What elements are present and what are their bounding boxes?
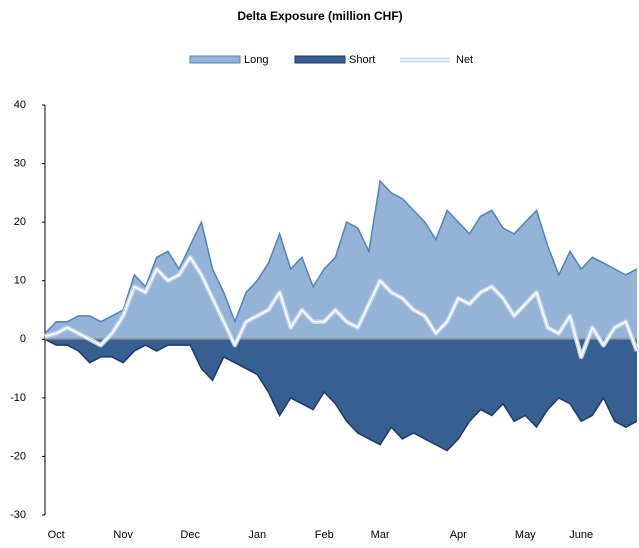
legend-label: Long	[244, 54, 268, 66]
chart-title: Delta Exposure (million CHF)	[237, 9, 402, 23]
y-tick-label: -10	[10, 392, 26, 404]
y-tick-label: -30	[10, 509, 26, 521]
x-tick-label: Jan	[248, 529, 266, 541]
area-edge	[44, 338, 638, 452]
x-tick-label: Feb	[315, 529, 334, 541]
x-tick-label: Oct	[48, 529, 65, 541]
net-line	[44, 256, 638, 358]
y-tick-label: 40	[14, 99, 26, 111]
legend-swatch	[294, 55, 346, 64]
x-tick-label: Apr	[450, 529, 467, 541]
x-tick-label: May	[515, 529, 536, 541]
area-edge	[44, 179, 638, 334]
y-tick-label: -20	[10, 450, 26, 462]
legend-swatch	[189, 55, 241, 64]
legend-label: Net	[456, 54, 473, 66]
area-fill	[45, 181, 637, 340]
x-tick-label: Nov	[113, 529, 133, 541]
y-tick-label: 30	[14, 157, 26, 169]
area-fill	[45, 339, 637, 451]
legend-label: Short	[349, 54, 375, 66]
x-tick-label: Dec	[180, 529, 200, 541]
x-tick-label: Mar	[371, 529, 390, 541]
x-tick-label: June	[569, 529, 593, 541]
y-tick-label: 0	[20, 333, 26, 345]
y-tick-label: 20	[14, 216, 26, 228]
y-tick-label: 10	[14, 275, 26, 287]
